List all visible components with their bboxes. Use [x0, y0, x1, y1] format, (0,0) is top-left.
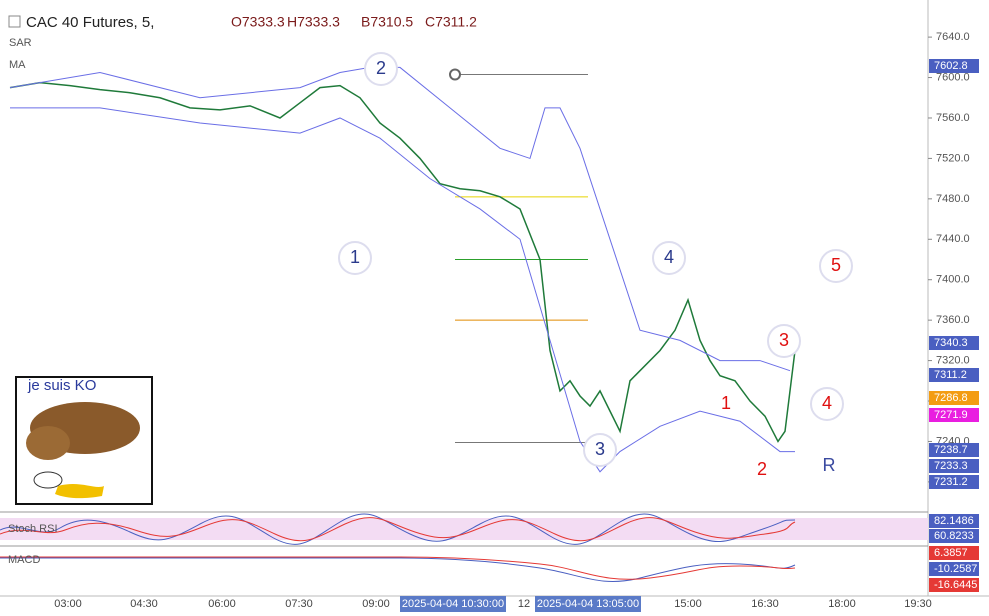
price-tag-label: 7233.3 [934, 460, 968, 472]
bear-head [26, 426, 70, 460]
wave-circle [652, 241, 686, 275]
collapse-button[interactable] [8, 15, 21, 28]
x-tick-label: 09:00 [362, 598, 390, 610]
y-tick-label: 7600.0 [936, 71, 970, 83]
wave-label: 4 [822, 393, 832, 413]
wave-label: 1 [721, 393, 731, 413]
price-tag [929, 529, 979, 543]
price-tag-label: 7340.3 [934, 337, 968, 349]
note-box: je suis KO [15, 376, 153, 505]
x-tick-label: 2025-04-04 13:05:00 [537, 598, 639, 610]
wave-label: 5 [831, 255, 841, 275]
wave-label: 3 [595, 439, 605, 459]
y-tick-label: 7320.0 [936, 354, 970, 366]
wave-label: 1 [350, 247, 360, 267]
wave-circle [767, 324, 801, 358]
price-tag-label: 82.1486 [934, 515, 974, 527]
price-tag-label: 7602.8 [934, 60, 968, 72]
bottle [33, 471, 63, 489]
price-tag-label: 6.3857 [934, 547, 968, 559]
price-tag-label: 7311.2 [934, 369, 967, 381]
symbol: CAC 40 Futures, 5, [26, 14, 154, 31]
price-tag-label: -10.2587 [934, 563, 977, 575]
price-tag [929, 443, 979, 457]
wave-circle [583, 433, 617, 467]
drawing-anchor [449, 68, 461, 81]
spill [55, 484, 104, 499]
x-tick-label: 18:00 [828, 598, 856, 610]
x-tick-label: 07:30 [285, 598, 313, 610]
price-tag [929, 578, 979, 592]
macd-label: MACD [8, 554, 40, 566]
stoch-band [0, 518, 928, 540]
x-tick-label: 2025-04-04 10:30:00 [402, 598, 504, 610]
wave-circle [338, 241, 372, 275]
x-tick-label: 15:00 [674, 598, 702, 610]
x-tick-label: 03:00 [54, 598, 82, 610]
wave-label: 2 [376, 58, 386, 78]
y-tick-label: 7480.0 [936, 193, 970, 205]
price-tag-label: 7271.9 [934, 409, 968, 421]
x-tick-label: 12 [518, 598, 530, 610]
bollinger-band [9, 66, 791, 372]
bollinger-band [10, 107, 795, 473]
sar-label: SAR [9, 37, 32, 49]
price-tag-label: 7238.7 [934, 444, 968, 456]
y-tick-label: 7640.0 [936, 31, 970, 43]
macd-signal-line [0, 556, 796, 580]
y-tick-label: 7520.0 [936, 152, 970, 164]
wave-label: 2 [757, 459, 767, 479]
macd-line [0, 557, 796, 582]
x-tick-label: 19:30 [904, 598, 932, 610]
price-tag [929, 514, 979, 528]
wave-circle [364, 52, 398, 86]
open: O7333.3 [231, 14, 285, 30]
x-tick-label: 06:00 [208, 598, 236, 610]
price-tag-label: 7286.8 [934, 392, 968, 404]
y-tick-label: 7360.0 [936, 314, 970, 326]
wave-label: 3 [779, 330, 789, 350]
high: H7333.3 [287, 14, 340, 30]
time-highlight [535, 596, 641, 612]
price-tag [929, 336, 979, 350]
price-tag-label: 60.8233 [934, 530, 974, 542]
price-tag-label: -16.6445 [934, 579, 977, 591]
close: C7311.2 [425, 14, 477, 30]
price-tag-label: 7231.2 [934, 476, 968, 488]
price-tag [929, 59, 979, 73]
wave-label: R [823, 455, 836, 475]
price-tag [929, 391, 979, 405]
y-tick-label: 7400.0 [936, 274, 970, 286]
bid: B7310.5 [361, 14, 413, 30]
wave-circle [810, 387, 844, 421]
stoch-d-line [0, 517, 796, 542]
y-tick-label: 7440.0 [936, 233, 970, 245]
wave-circle [819, 249, 853, 283]
wave-label: 4 [664, 247, 674, 267]
price-tag [929, 475, 979, 489]
note-text: je suis KO [27, 377, 96, 394]
ma-label: MA [9, 59, 26, 71]
price-tag [929, 459, 979, 473]
price-tag [929, 368, 979, 382]
y-tick-label: 7560.0 [936, 112, 970, 124]
price-tag [929, 562, 979, 576]
time-highlight [400, 596, 506, 612]
price-tag [929, 546, 979, 560]
price-tag [929, 408, 979, 422]
stoch-label: Stoch RSI [8, 523, 58, 535]
x-tick-label: 04:30 [130, 598, 158, 610]
stoch-k-line [0, 513, 796, 545]
x-tick-label: 16:30 [751, 598, 779, 610]
